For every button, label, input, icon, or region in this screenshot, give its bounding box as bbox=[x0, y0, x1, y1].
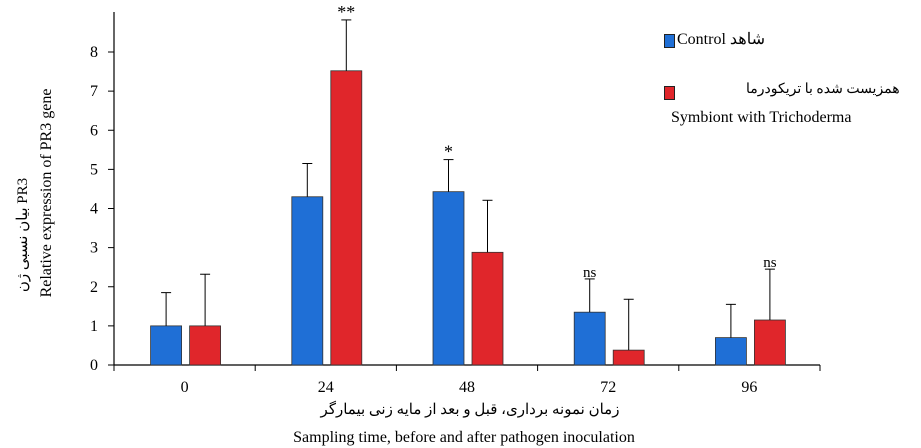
error-bars bbox=[161, 19, 775, 351]
bar bbox=[715, 337, 747, 366]
legend-label-symbiont-persian: همزیست شده با تریکودرما bbox=[746, 82, 900, 97]
y-tick-label: 3 bbox=[90, 240, 98, 257]
x-axis-label-english: Sampling time, before and after pathogen… bbox=[293, 429, 635, 446]
x-tick-label: 48 bbox=[459, 379, 475, 396]
y-tick-label: 4 bbox=[90, 201, 98, 218]
y-tick-labels: 0 1 2 3 4 5 6 7 8 bbox=[90, 44, 98, 374]
bar bbox=[432, 191, 465, 366]
bars bbox=[150, 70, 786, 366]
legend-swatch-control bbox=[664, 34, 675, 48]
y-tick-label: 5 bbox=[90, 161, 98, 178]
bar bbox=[189, 325, 222, 366]
bar bbox=[573, 311, 606, 366]
legend-label-control: Control شاهد bbox=[677, 29, 765, 49]
x-axis-label-persian: زمان نمونه برداری، قبل و بعد از مایه زنی… bbox=[320, 400, 620, 418]
y-tick-label: 0 bbox=[90, 357, 98, 374]
legend-swatch-symbiont bbox=[664, 86, 675, 100]
x-tick-label: 96 bbox=[741, 379, 757, 396]
y-axis-label-english: Relative expression of PR3 gene bbox=[38, 89, 55, 298]
x-tick-label: 72 bbox=[600, 379, 616, 396]
y-tick-label: 7 bbox=[90, 83, 98, 100]
x-tick-label: 0 bbox=[181, 379, 189, 396]
y-tick-label: 1 bbox=[90, 318, 98, 335]
y-tick-label: 8 bbox=[90, 44, 98, 61]
legend-control-persian: شاهد bbox=[729, 31, 766, 48]
significance-label: ** bbox=[337, 2, 355, 22]
significance-label: ns bbox=[763, 255, 777, 271]
bar bbox=[754, 319, 786, 366]
y-tick-label: 6 bbox=[90, 122, 98, 139]
x-tick-label: 24 bbox=[318, 379, 334, 396]
y-axis-label-persian: بیان نسبی ژن PR3 bbox=[15, 178, 31, 292]
significance-label: ns bbox=[583, 265, 597, 281]
bar bbox=[330, 70, 363, 366]
bar bbox=[612, 349, 645, 366]
bar bbox=[291, 196, 324, 366]
x-tick-labels: 0 24 48 72 96 bbox=[181, 379, 758, 396]
bar bbox=[150, 325, 183, 366]
significance-label: * bbox=[444, 142, 453, 162]
legend-control-english: Control bbox=[677, 31, 726, 48]
axes bbox=[108, 12, 821, 371]
y-tick-label: 2 bbox=[90, 279, 98, 296]
legend-label-symbiont-english: Symbiont with Trichoderma bbox=[671, 109, 852, 126]
bar bbox=[471, 251, 504, 366]
